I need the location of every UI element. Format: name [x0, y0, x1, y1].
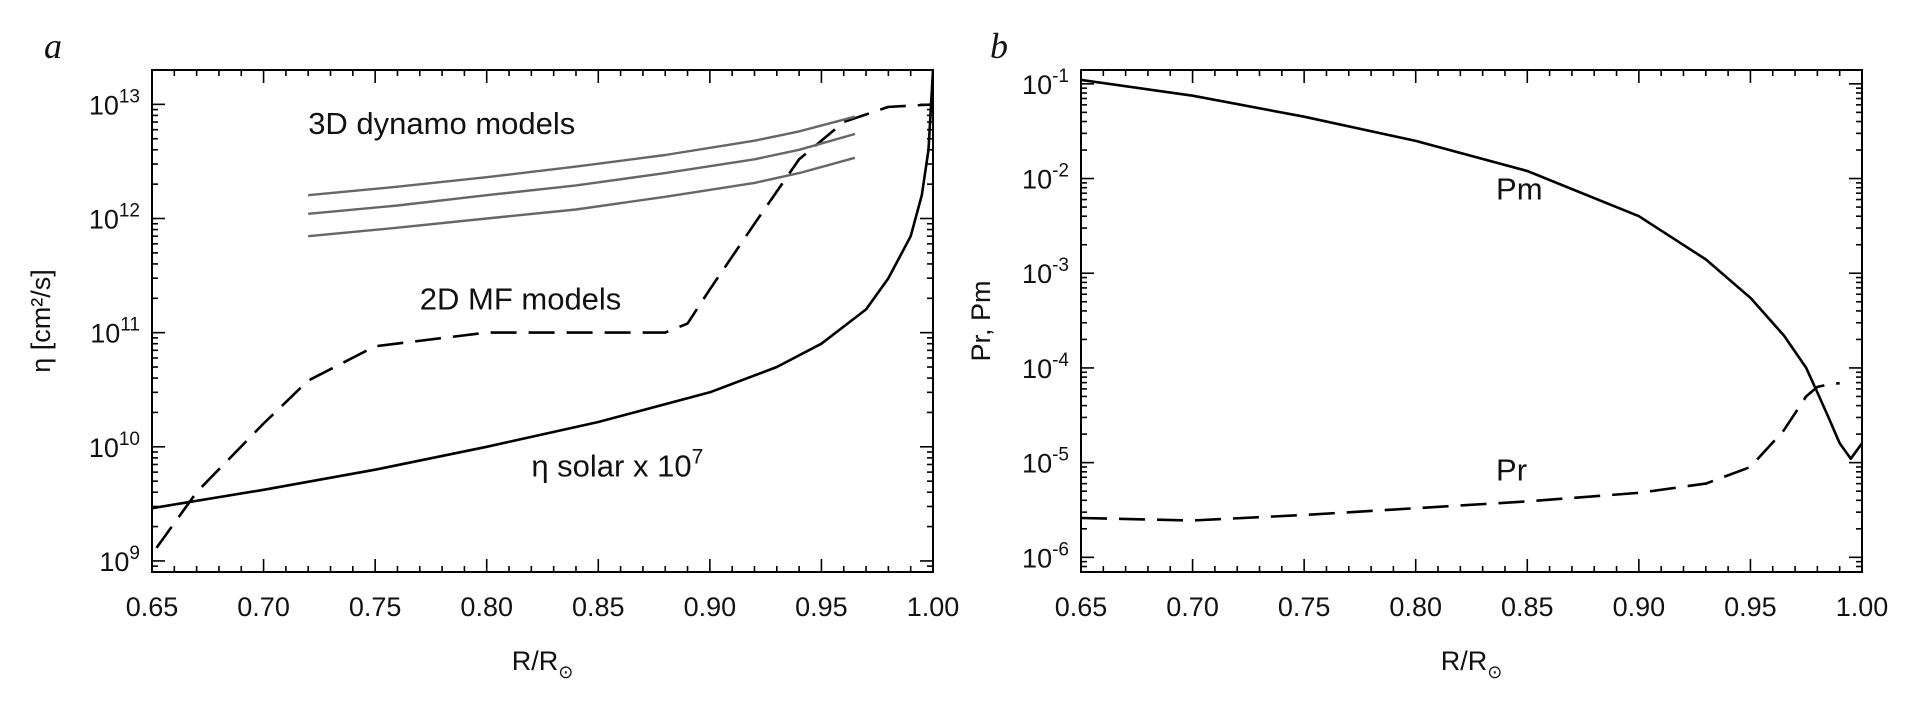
x-axis: 0.65 0.70 0.75 0.80 0.85 0.90 0.95 1.00	[126, 70, 960, 622]
series-line-pm	[1081, 78, 1862, 460]
x-tick-label: 0.85	[1501, 592, 1554, 622]
x-tick-label: 0.70	[1166, 592, 1219, 622]
x-axis-label: R/R⊙	[512, 646, 574, 682]
annotation: Pm	[1496, 172, 1543, 207]
panel-a: a 0.65 0.70 0.75 0.80 0.85 0.90 0.95 1.00 109 1010…	[26, 26, 959, 682]
annotation: 2D MF models	[420, 281, 622, 316]
x-tick-label: 0.65	[126, 592, 179, 622]
panel-b: b0.65 0.70 0.75 0.80 0.85 0.90 0.95 1.0010-610-…	[966, 26, 1888, 682]
y-axis: 109 1010 1011 1012 1013	[89, 69, 933, 577]
x-tick-label: 1.00	[907, 592, 960, 622]
panel-letter: b	[990, 26, 1008, 66]
x-tick-label: 0.75	[349, 592, 402, 622]
x-tick-label: 0.85	[572, 592, 625, 622]
x-tick-label: 0.80	[1389, 592, 1442, 622]
y-tick-label: 1010	[89, 429, 140, 463]
annotation: 3D dynamo models	[308, 106, 575, 141]
x-tick-label: 0.90	[1613, 592, 1666, 622]
y-tick-label: 1013	[89, 86, 140, 120]
series-line-4	[308, 132, 856, 215]
y-tick-label: 109	[99, 543, 140, 577]
series-line-3	[308, 115, 856, 197]
series-line-pr	[1081, 381, 1840, 522]
series-line-5	[308, 156, 856, 238]
annotation: Pr	[1496, 452, 1527, 487]
x-tick-label: 0.70	[237, 592, 290, 622]
y-tick-label: 10-4	[1022, 350, 1069, 384]
panel-letter: a	[44, 26, 62, 66]
x-tick-label: 0.95	[795, 592, 848, 622]
y-tick-label: 10-1	[1022, 66, 1069, 100]
x-tick-label: 0.95	[1724, 592, 1777, 622]
plot-frame	[1080, 69, 1863, 573]
y-tick-label: 1012	[89, 201, 140, 235]
series-line-1	[152, 70, 933, 510]
annotation: η solar x 107	[531, 445, 703, 483]
x-tick-label: 0.75	[1278, 592, 1331, 622]
x-tick-label: 0.80	[460, 592, 513, 622]
x-axis-label: R/R⊙	[1441, 646, 1503, 682]
y-tick-label: 1011	[90, 315, 140, 349]
y-tick-label: 10-5	[1022, 445, 1069, 479]
y-tick-label: 10-6	[1022, 539, 1069, 573]
y-tick-label: 10-2	[1022, 161, 1069, 195]
y-axis-label: Pr, Pm	[966, 280, 996, 361]
y-axis: 10-6 10-5 10-4 10-3 10-2 10-1	[1022, 66, 1862, 573]
y-tick-label: 10-3	[1022, 255, 1069, 289]
x-axis: 0.65 0.70 0.75 0.80 0.85 0.90 0.95 1.00	[1055, 70, 1889, 622]
series-line-2	[155, 103, 933, 549]
x-tick-label: 0.90	[684, 592, 737, 622]
x-tick-label: 0.65	[1055, 592, 1108, 622]
y-axis-label: η [cm²/s]	[26, 269, 56, 373]
x-tick-label: 1.00	[1836, 592, 1889, 622]
plot-frame	[151, 69, 934, 573]
